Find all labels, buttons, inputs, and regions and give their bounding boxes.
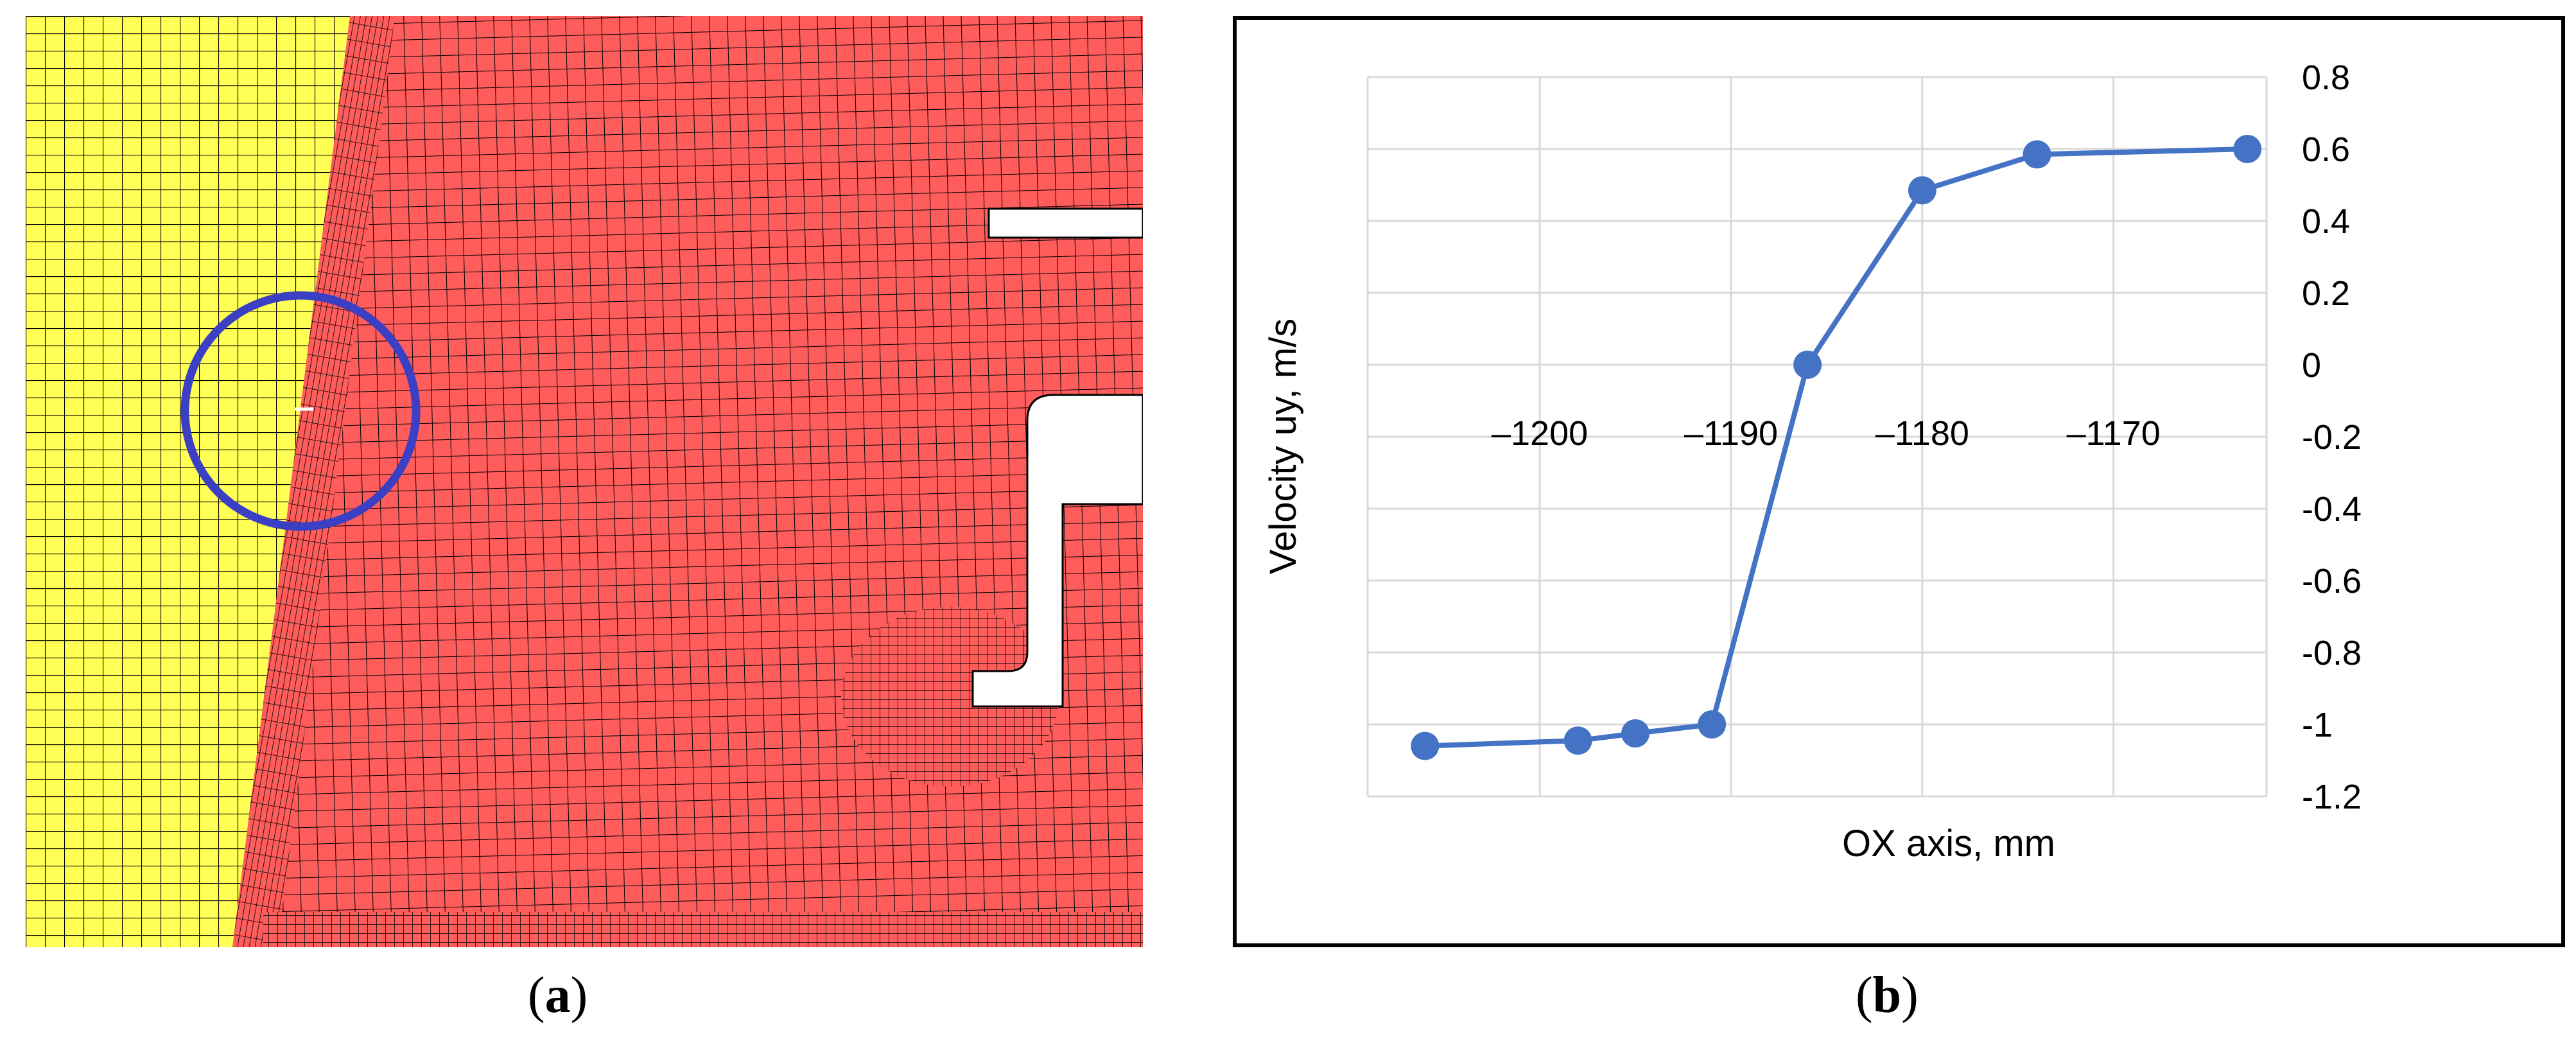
- y-tick-label: 0.4: [2302, 202, 2350, 241]
- y-tick-labels: -1.2 -1 -0.8 -0.6 -0.4 -0.2 0 0.2 0.4 0.6 0.8: [2302, 58, 2362, 816]
- data-point: [1793, 351, 1822, 379]
- chart-panel: –1200 –1190 –1180 –1170 -1.2 -1 -0.8 -0.6 -0.4-…: [1233, 16, 2565, 947]
- y-tick-label: -0.4: [2302, 490, 2362, 529]
- velocity-chart: –1200 –1190 –1180 –1170 -1.2-1-0.8-0.6-0.4-…: [1233, 16, 2565, 947]
- series: [1411, 135, 2262, 760]
- y-tick-label: 0.6: [2302, 130, 2350, 169]
- caption-b-open: (: [1856, 967, 1873, 1024]
- data-point: [1563, 726, 1592, 755]
- caption-a-close: ): [570, 967, 588, 1024]
- mesh-void-slot: [988, 207, 1143, 239]
- caption-b-close: ): [1901, 967, 1919, 1024]
- x-tick-label: –1180: [1875, 414, 1969, 453]
- y-tick-label: 0.2: [2302, 274, 2350, 313]
- y-tick-label: -1: [2302, 706, 2333, 744]
- caption-b-letter: b: [1872, 967, 1902, 1024]
- y-tick-label: -0.2: [2302, 418, 2362, 457]
- mesh-refined-zone: [841, 607, 1059, 787]
- y-tick-label: 0: [2302, 346, 2321, 385]
- y-axis-label: Velocity uy, m/s: [1262, 319, 1304, 575]
- caption-a-open: (: [528, 967, 545, 1024]
- mesh-boundary-layer: [232, 16, 395, 947]
- caption-a-letter: a: [544, 967, 571, 1024]
- caption-a: (a): [528, 967, 587, 1025]
- data-point: [2023, 140, 2051, 169]
- grid-lines: [1366, 76, 2268, 798]
- y-tick-label: -0.6: [2302, 562, 2362, 600]
- data-point: [1908, 176, 1936, 205]
- x-tick-label: –1190: [1684, 414, 1778, 453]
- x-tick-labels: –1200 –1190 –1180 –1170: [1492, 414, 2161, 453]
- y-tick-label: -0.8: [2302, 634, 2362, 672]
- highlight-circle: [180, 291, 421, 531]
- mesh-panel: [26, 16, 1143, 947]
- mesh-void-channel: [971, 394, 1143, 708]
- x-axis-label: OX axis, mm: [1842, 823, 2055, 864]
- x-tick-label: –1200: [1492, 414, 1588, 453]
- mesh-image: [26, 16, 1143, 947]
- data-point: [2233, 135, 2262, 163]
- data-point: [1698, 710, 1727, 739]
- data-point: [1621, 719, 1650, 748]
- y-tick-label: 0.8: [2302, 58, 2350, 97]
- x-tick-label: –1170: [2067, 414, 2161, 453]
- data-point: [1411, 731, 1440, 760]
- mesh-region-yellow: [26, 16, 360, 947]
- y-tick-label: -1.2: [2302, 778, 2362, 816]
- mesh-bottom-strip: [263, 912, 1143, 947]
- caption-b: (b): [1856, 967, 1919, 1025]
- chart-frame: [1233, 16, 2565, 947]
